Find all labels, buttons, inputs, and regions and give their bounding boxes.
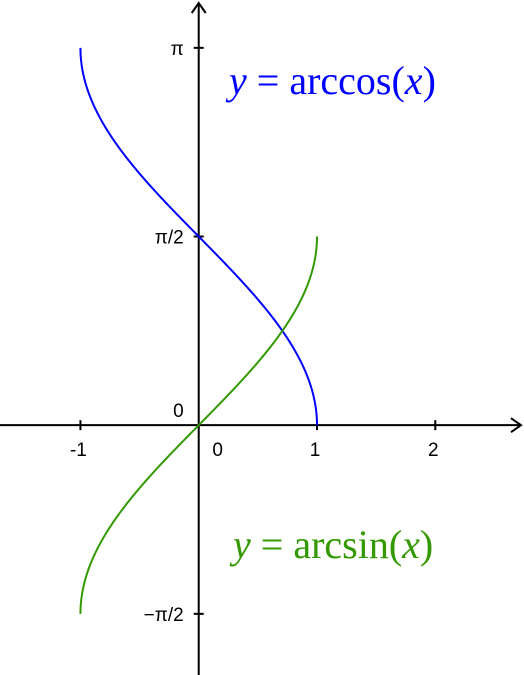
equation-close-paren: ) [423,58,436,103]
y-tick-label: π [171,39,184,60]
x-axis-arrow-icon [510,417,523,433]
arcsin-curve [79,236,318,614]
equation-function-text: = arcsin( [251,522,402,567]
equation-close-paren: ) [420,522,433,567]
curves [79,47,318,614]
equation-labels: y = arccos(x) y = arcsin(x) [225,58,436,567]
equation-x-var: x [404,58,423,103]
arccos-equation-label: y = arccos(x) [225,58,436,103]
x-tick-label: 2 [428,440,439,461]
y-tick-label: π/2 [155,228,184,249]
x-tick-label: -1 [70,440,87,461]
y-origin-label: 0 [173,401,184,422]
equation-x-var: x [401,522,420,567]
x-origin-label: 0 [212,440,223,461]
y-tick-label: −π/2 [144,605,184,626]
equation-y-var: y [229,522,251,567]
equation-function-text: = arccos( [247,58,405,103]
arccos-curve [79,47,318,426]
tick-labels: -1 1 2 0 π π/2 −π/2 0 [70,39,439,626]
x-tick-label: 1 [310,440,321,461]
y-axis-arrow-icon [190,1,207,14]
arcsin-equation-label: y = arcsin(x) [229,522,433,567]
equation-y-var: y [225,58,247,103]
